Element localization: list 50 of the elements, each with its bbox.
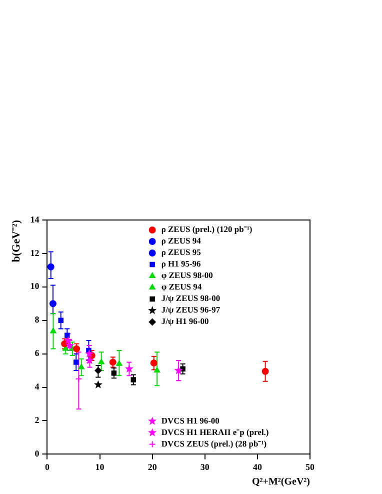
point bbox=[73, 360, 79, 365]
legend-label: J/ψ ZEUS 98-00 bbox=[161, 293, 220, 304]
legend-label: ρ ZEUS (prel.) (120 pb⁻¹) bbox=[161, 224, 252, 234]
point bbox=[75, 375, 82, 382]
point bbox=[94, 367, 102, 374]
point bbox=[124, 364, 134, 373]
legend-label: DVCS ZEUS (prel.) (28 pb⁻¹) bbox=[161, 438, 267, 448]
y-tick-label: 10 bbox=[30, 281, 40, 292]
point bbox=[174, 366, 183, 374]
point bbox=[94, 380, 102, 388]
legend-label: ρ ZEUS 95 bbox=[161, 247, 201, 258]
legend-label: ρ H1 95-96 bbox=[161, 258, 201, 269]
point bbox=[64, 336, 73, 344]
point bbox=[150, 360, 158, 367]
y-tick-label: 12 bbox=[30, 248, 40, 258]
y-tick-label: 8 bbox=[34, 314, 40, 325]
legend-label: φ ZEUS 94 bbox=[161, 282, 202, 292]
legend-label: ρ ZEUS 94 bbox=[161, 236, 202, 246]
point bbox=[78, 364, 84, 370]
point bbox=[84, 349, 94, 358]
point bbox=[64, 332, 70, 338]
point bbox=[49, 300, 56, 308]
legend-label: DVCS H1 HERAII e⁻p (prel.) bbox=[161, 426, 269, 437]
x-tick-label: 40 bbox=[252, 462, 262, 472]
y-tick-label: 6 bbox=[34, 348, 40, 358]
point bbox=[47, 263, 54, 270]
x-tick-label: 50 bbox=[306, 462, 315, 472]
point bbox=[262, 368, 269, 375]
legend-label: DVCS H1 96-00 bbox=[161, 415, 220, 426]
point bbox=[98, 358, 104, 364]
y-tick-label: 4 bbox=[34, 382, 40, 392]
point bbox=[58, 318, 64, 323]
point bbox=[116, 360, 122, 366]
legend-label: J/ψ H1 96-00 bbox=[161, 316, 209, 326]
x-tick-label: 0 bbox=[44, 462, 50, 472]
point bbox=[50, 328, 56, 334]
point bbox=[111, 370, 117, 376]
y-axis-title: b(GeV⁻²) bbox=[10, 220, 22, 262]
y-tick-label: 2 bbox=[34, 415, 40, 426]
x-tick-label: 10 bbox=[95, 462, 105, 472]
y-tick-label: 0 bbox=[34, 448, 40, 459]
point bbox=[154, 367, 160, 373]
x-tick-label: 20 bbox=[148, 462, 158, 472]
point bbox=[85, 356, 94, 364]
legend-label: φ ZEUS 98-00 bbox=[161, 270, 213, 280]
legend-label: J/ψ ZEUS 96-97 bbox=[161, 304, 221, 315]
y-tick-label: 14 bbox=[30, 214, 40, 224]
x-tick-label: 30 bbox=[200, 462, 210, 472]
point bbox=[130, 377, 136, 382]
x-axis-title: Q²+M²(GeV²) bbox=[252, 476, 310, 488]
